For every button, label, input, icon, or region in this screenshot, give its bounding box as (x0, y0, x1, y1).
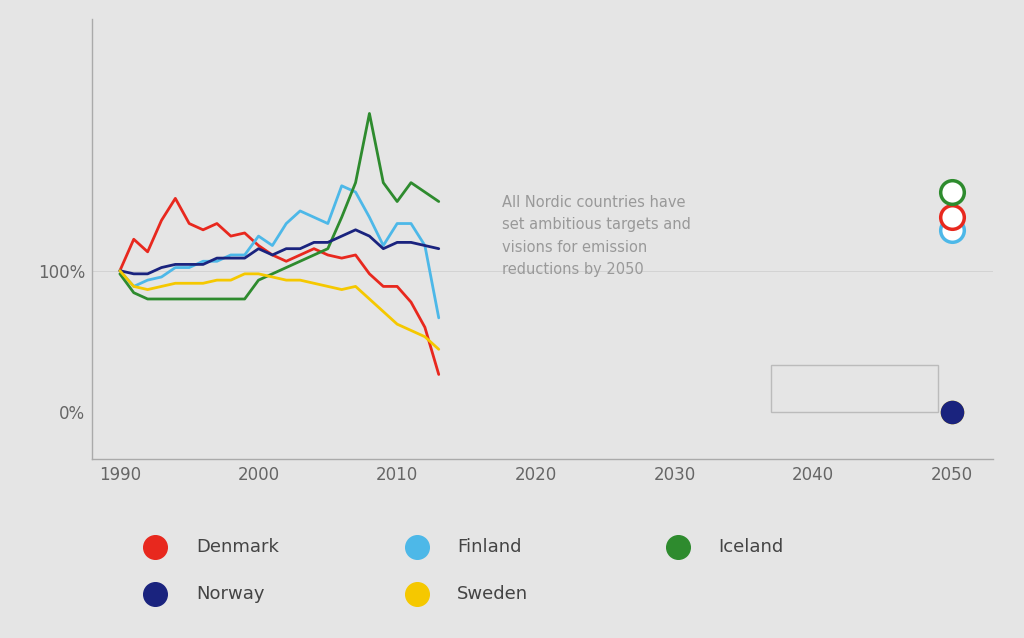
Text: Iceland: Iceland (719, 538, 783, 556)
Text: Finland: Finland (457, 538, 521, 556)
Text: Norway: Norway (196, 584, 264, 603)
Text: Denmark: Denmark (196, 538, 279, 556)
Text: Sweden: Sweden (457, 584, 528, 603)
Text: All Nordic countries have
set ambitious targets and
visions for emission
reducti: All Nordic countries have set ambitious … (502, 195, 691, 277)
